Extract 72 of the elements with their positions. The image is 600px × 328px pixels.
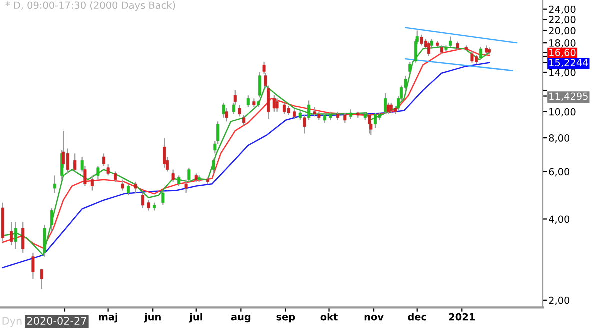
x-tick-label: jun	[144, 313, 161, 323]
candlestick	[349, 109, 352, 120]
candlestick	[246, 94, 250, 108]
candlestick	[344, 112, 347, 124]
y-tick-label: 14,00	[550, 68, 576, 78]
chart-title: * D, 09:00-17:30 (2000 Days Back)	[6, 2, 176, 11]
candlestick	[134, 181, 138, 194]
candlestick	[141, 192, 144, 209]
candlestick	[66, 148, 70, 174]
x-tick-label: jul	[189, 313, 202, 323]
candlestick	[222, 102, 226, 118]
y-tick-label: 11,4295	[550, 92, 588, 102]
candlestick	[368, 114, 372, 134]
y-tick-label: 22,00	[549, 16, 576, 24]
candlestick	[308, 100, 311, 121]
x-tick-label: 2021	[449, 313, 475, 321]
candlestick	[96, 165, 100, 180]
candlestick	[408, 62, 412, 74]
candlestick	[272, 94, 276, 112]
y-tick-label: 10,00	[550, 108, 576, 117]
candlestick	[22, 222, 25, 254]
candlestick	[470, 50, 474, 64]
x-tick-label: maj	[99, 313, 118, 323]
candlestick	[32, 252, 35, 280]
candlestick	[427, 41, 430, 57]
y-tick-label: 16,60	[550, 49, 576, 58]
candlestick	[40, 269, 44, 290]
x-tick-label: okt	[320, 313, 338, 321]
candlestick	[162, 190, 165, 206]
candlestick	[479, 46, 482, 60]
x-tick-label: nov	[364, 315, 384, 321]
candlestick	[242, 114, 246, 126]
candlestick	[114, 171, 118, 182]
candlestick	[53, 175, 56, 194]
x-tick-label: sep	[276, 315, 296, 323]
candlestick	[276, 98, 279, 112]
y-tick-label: 15,2244	[550, 59, 588, 68]
text: 2020-02-27	[27, 317, 86, 325]
candlestick	[449, 36, 452, 48]
candlestick	[74, 153, 77, 172]
candlestick	[163, 137, 166, 168]
candlestick	[420, 34, 424, 46]
candlestick	[172, 169, 175, 182]
candlestick	[298, 110, 302, 121]
candlestick	[10, 222, 14, 246]
candlestick	[323, 112, 326, 124]
y-tick-label: 6,00	[549, 168, 570, 177]
candlestick	[106, 164, 110, 176]
y-tick-label: 20,00	[549, 27, 576, 36]
candlestick	[384, 92, 388, 115]
candlestick	[121, 179, 124, 192]
y-tick-label: 18,00	[550, 40, 576, 48]
y-tick-label: 2,00	[549, 296, 570, 306]
candlestick	[238, 104, 242, 118]
y-tick-label: 8,00	[549, 134, 570, 143]
candlestick	[178, 175, 181, 187]
candlestick	[282, 102, 286, 115]
candlestick	[212, 158, 216, 174]
candlestick	[14, 222, 18, 250]
candlestick	[147, 200, 150, 212]
candlestick	[102, 153, 106, 167]
candlestick	[90, 175, 94, 192]
x-tick-label: aug	[231, 315, 251, 323]
candlestick	[50, 208, 54, 232]
candlestick	[127, 184, 130, 196]
x-tick-label: dec	[408, 313, 426, 321]
y-tick-label: 4,00	[549, 216, 570, 224]
candlestick	[287, 106, 290, 116]
candlestick	[303, 114, 306, 134]
candlestick	[293, 109, 296, 120]
candlestick	[258, 72, 262, 98]
y-tick-label: 24,00	[549, 6, 576, 14]
